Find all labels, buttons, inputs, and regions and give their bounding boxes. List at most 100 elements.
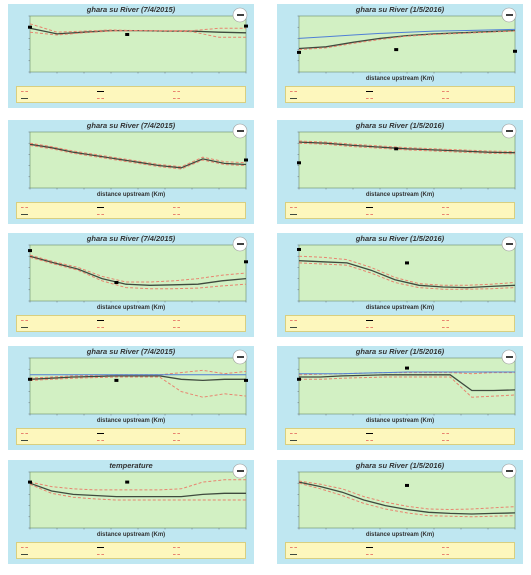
legend-swatch	[173, 206, 180, 208]
legend-swatch	[290, 206, 297, 208]
legend-swatch	[290, 546, 297, 548]
series-line-min	[29, 256, 247, 290]
series-line-model	[29, 482, 246, 498]
legend-swatch	[21, 432, 28, 434]
legend-entry	[366, 212, 375, 216]
legend-entry	[442, 205, 451, 209]
legend-swatch	[173, 553, 180, 555]
legend-entry	[173, 431, 182, 435]
observed-point	[125, 480, 130, 484]
chart-panel: ghara su River (7/4/2015) distance upstre…	[8, 346, 254, 450]
chart-title: ghara su River (1/5/2016)	[355, 234, 445, 243]
legend-entry	[21, 212, 30, 216]
series-line-min	[299, 376, 516, 398]
x-axis-label: distance upstream (Km)	[96, 532, 166, 538]
observed-point	[297, 247, 301, 251]
legend-swatch	[21, 213, 28, 215]
legend-swatch	[290, 439, 297, 441]
legend-entry	[366, 205, 375, 209]
legend-entry	[173, 552, 182, 556]
legend	[285, 428, 515, 445]
plot-area	[29, 244, 247, 302]
series-line-max	[29, 254, 247, 283]
chart-svg	[28, 123, 248, 190]
legend-entry	[442, 545, 451, 549]
legend-swatch	[366, 546, 373, 548]
chart-title: ghara su River (7/4/2015)	[86, 234, 176, 243]
legend-swatch	[97, 546, 104, 548]
series-line-max	[298, 480, 516, 511]
legend-swatch	[21, 90, 28, 92]
chart-svg	[28, 236, 248, 303]
legend-entry	[366, 431, 375, 435]
legend-entry	[97, 318, 106, 322]
series-line-max	[29, 27, 246, 36]
legend-entry	[97, 438, 106, 442]
legend-swatch	[366, 432, 373, 434]
series-line-model	[298, 29, 516, 50]
legend-swatch	[97, 553, 104, 555]
plot-area	[298, 357, 516, 415]
legend-entry	[290, 96, 299, 100]
legend-entry	[21, 431, 30, 435]
legend-swatch	[290, 213, 297, 215]
series-line-max	[298, 140, 516, 153]
observed-point	[394, 147, 399, 151]
legend-swatch	[366, 326, 373, 328]
legend-swatch	[366, 213, 373, 215]
x-axis-label: distance upstream (Km)	[96, 305, 166, 311]
legend-swatch	[173, 319, 180, 321]
chart-panel: ghara su River (7/4/2015) distance upstre…	[8, 120, 254, 224]
legend-swatch	[21, 326, 28, 328]
legend-entry	[290, 205, 299, 209]
series-line-min	[298, 30, 516, 51]
chart-title: temperature	[109, 461, 153, 470]
chart-panel: ghara su River (1/5/2016) distance upstre…	[277, 120, 523, 224]
x-axis-label: distance upstream (Km)	[96, 192, 166, 198]
x-axis-label: distance upstream (Km)	[365, 305, 435, 311]
legend-entry	[442, 212, 451, 216]
legend	[16, 202, 246, 219]
legend-swatch	[442, 546, 449, 548]
chart-title: ghara su River (7/4/2015)	[86, 5, 176, 14]
legend-entry	[173, 96, 182, 100]
series-line-max	[298, 255, 516, 286]
legend-swatch	[366, 97, 373, 99]
observed-point	[114, 378, 119, 382]
series-line-max	[29, 479, 246, 491]
chart-title: ghara su River (7/4/2015)	[86, 121, 176, 130]
legend-swatch	[442, 319, 449, 321]
legend-entry	[21, 205, 30, 209]
observed-point	[297, 50, 301, 54]
series-line-min	[29, 144, 247, 170]
legend-swatch	[21, 553, 28, 555]
chart-panel: ghara su River (7/4/2015) distance upstre…	[8, 233, 254, 337]
series-line-model	[29, 27, 247, 35]
legend-entry	[173, 438, 182, 442]
legend-swatch	[290, 319, 297, 321]
observed-point	[28, 377, 32, 381]
legend-entry	[97, 212, 106, 216]
observed-point	[244, 378, 248, 382]
legend-swatch	[442, 90, 449, 92]
chart-svg	[28, 349, 248, 416]
chart-svg	[297, 349, 517, 416]
series-line-min	[298, 262, 516, 290]
legend-entry	[442, 96, 451, 100]
legend-entry	[97, 431, 106, 435]
legend-entry	[442, 431, 451, 435]
series-line-model	[299, 374, 516, 392]
observed-point	[244, 24, 248, 28]
x-axis-label: distance upstream (Km)	[96, 418, 166, 424]
chart-panel: ghara su River (7/4/2015)	[8, 4, 254, 108]
legend-entry	[366, 552, 375, 556]
legend-swatch	[97, 439, 104, 441]
series-line-model	[29, 255, 247, 286]
legend-swatch	[290, 432, 297, 434]
legend	[16, 86, 246, 103]
legend-entry	[442, 438, 451, 442]
legend-entry	[366, 438, 375, 442]
observed-point	[297, 377, 301, 381]
series-line-min	[29, 23, 246, 38]
legend	[285, 542, 515, 559]
